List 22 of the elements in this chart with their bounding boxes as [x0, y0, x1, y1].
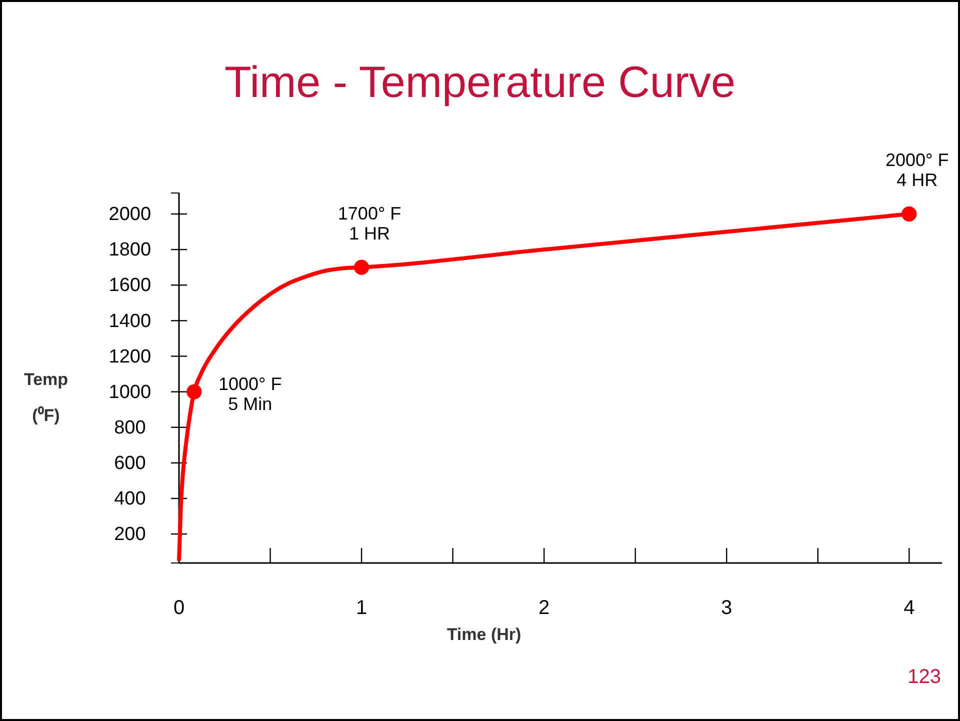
y-tick-label: 1000	[108, 382, 152, 403]
y-tick-label: 400	[114, 488, 146, 510]
y-tick-label: 200	[114, 524, 146, 546]
y-tick-label: 600	[114, 452, 146, 474]
y-tick-label: 1400	[108, 310, 152, 332]
annotation: 1000° F 5 Min	[218, 374, 282, 414]
annotation: 1700° F 1 HR	[338, 203, 402, 244]
y-tick-label: 800	[114, 417, 146, 438]
y-tick-label: 1600	[108, 275, 152, 296]
y-tick-label: 1200	[108, 346, 152, 368]
y-axis-title: Temp (⁰F)	[24, 370, 68, 425]
chart-title: Time - Temperature Curve	[224, 58, 736, 107]
x-tick-label: 2	[538, 597, 550, 619]
x-tick-label: 3	[721, 597, 732, 619]
x-tick-label: 0	[173, 597, 185, 619]
x-tick-label: 1	[356, 597, 368, 619]
y-tick-label: 2000	[108, 204, 152, 226]
x-tick-label: 4	[904, 597, 915, 619]
annotation: 2000° F 4 HR	[886, 150, 949, 190]
x-axis-title: Time (Hr)	[446, 625, 522, 644]
y-tick-label: 1800	[108, 240, 152, 261]
text: 123	[908, 666, 941, 688]
